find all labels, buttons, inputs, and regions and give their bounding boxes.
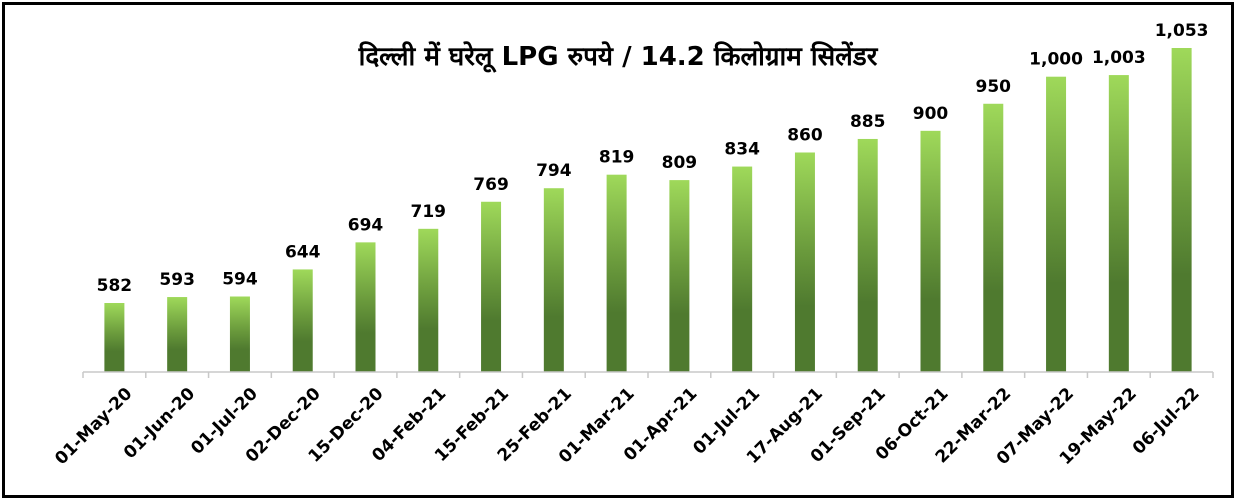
data-label-19-May-22: 1,003	[1092, 48, 1146, 68]
data-label-15-Feb-21: 769	[473, 175, 509, 195]
bar-01-Jun-20	[167, 297, 188, 372]
bar-01-Jul-21	[732, 166, 753, 372]
data-label-02-Dec-20: 644	[285, 242, 321, 262]
data-label-01-Apr-21: 809	[662, 153, 698, 173]
bar-04-Feb-21	[418, 228, 439, 372]
bar-01-Sep-21	[857, 138, 878, 372]
x-tick-label-06-Jul-22: 06-Jul-22	[1129, 384, 1204, 459]
x-axis-tick-labels: 01-May-2001-Jun-2001-Jul-2002-Dec-2015-D…	[51, 384, 1203, 469]
data-label-06-Oct-21: 900	[913, 104, 949, 124]
data-label-17-Aug-21: 860	[787, 125, 823, 145]
bar-01-Jul-20	[229, 296, 250, 372]
data-label-22-Mar-22: 950	[976, 77, 1012, 97]
chart: दिल्ली में घरेलू LPG रुपये / 14.2 किलोग्…	[51, 21, 1214, 469]
data-label-04-Feb-21: 719	[411, 202, 447, 222]
data-label-15-Dec-20: 694	[348, 215, 384, 235]
bar-19-May-22	[1108, 75, 1129, 372]
bar-01-May-20	[104, 303, 125, 372]
data-label-01-May-20: 582	[97, 276, 133, 296]
data-label-06-Jul-22: 1,053	[1155, 21, 1209, 41]
data-label-01-Jun-20: 593	[159, 270, 195, 290]
data-label-01-Sep-21: 885	[850, 112, 886, 132]
data-label-01-Mar-21: 819	[599, 148, 635, 168]
x-axis-ticks	[82, 372, 1214, 378]
bar-02-Dec-20	[292, 269, 313, 372]
bar-15-Feb-21	[481, 201, 502, 372]
bar-06-Oct-21	[920, 130, 941, 372]
data-label-07-May-22: 1,000	[1029, 50, 1083, 70]
bar-01-Mar-21	[606, 174, 627, 372]
data-label-25-Feb-21: 794	[536, 161, 572, 181]
bar-22-Mar-22	[983, 103, 1004, 372]
data-labels-group: 582 593 594 644 694 719 769 794 819 809 834 860 885 9…	[97, 21, 1209, 296]
data-label-01-Jul-20: 594	[222, 270, 258, 290]
bar-17-Aug-21	[794, 152, 815, 372]
data-label-01-Jul-21: 834	[724, 140, 760, 160]
bar-01-Apr-21	[669, 180, 690, 372]
bar-07-May-22	[1046, 76, 1067, 372]
bar-06-Jul-22	[1171, 48, 1192, 372]
bar-15-Dec-20	[355, 242, 376, 372]
bars-group	[104, 48, 1192, 372]
x-tick-label-01-May-20: 01-May-20	[51, 384, 136, 469]
chart-title: दिल्ली में घरेलू LPG रुपये / 14.2 किलोग्…	[358, 41, 879, 73]
bar-25-Feb-21	[543, 188, 564, 372]
